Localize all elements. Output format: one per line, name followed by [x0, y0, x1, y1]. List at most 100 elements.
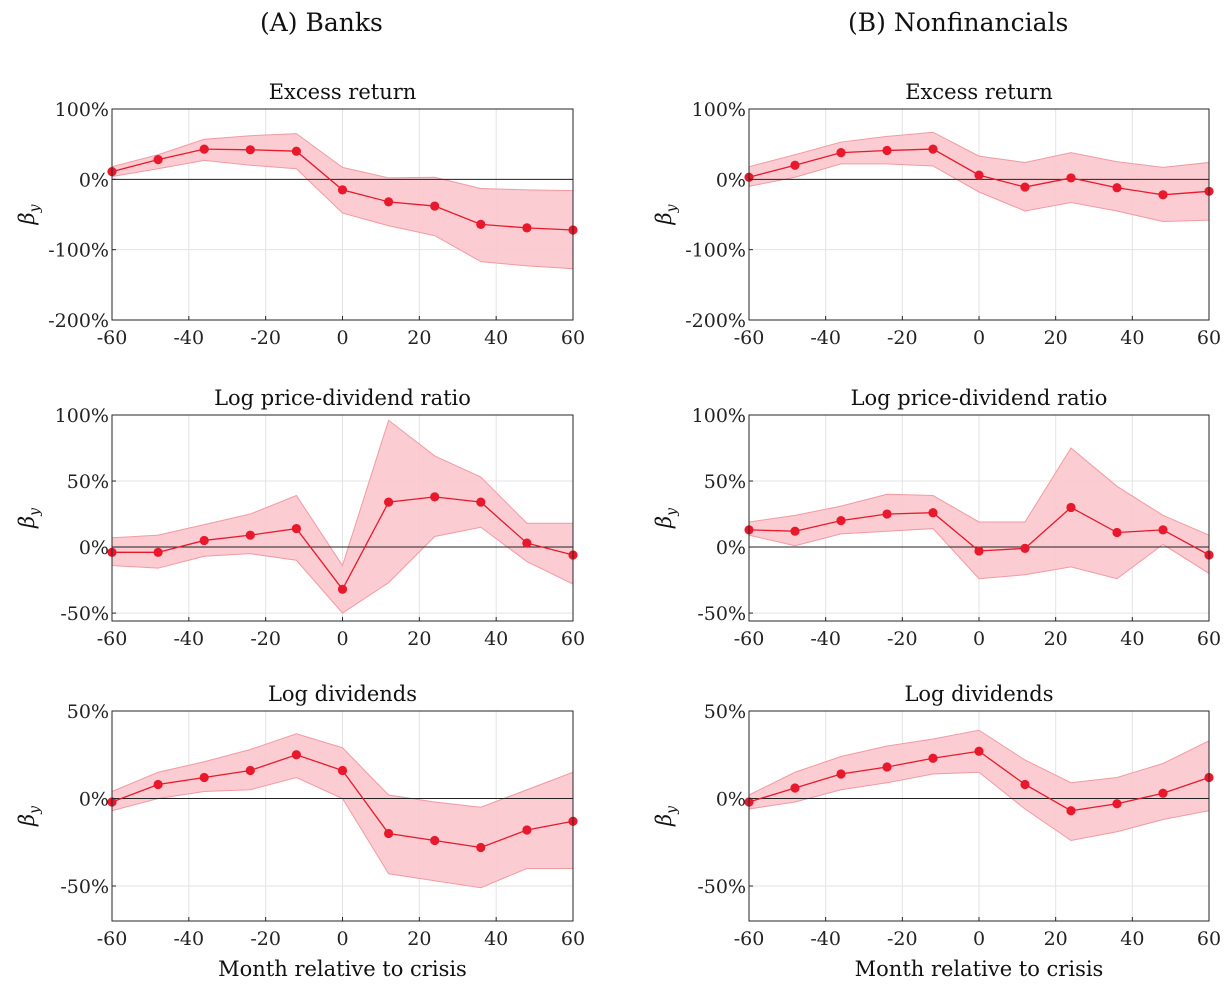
panel-b-3-x-tick-label-0: -60 [734, 928, 765, 950]
panel-b-3-data-point-9 [1158, 788, 1168, 798]
panel-b-2-title: Log price-dividend ratio [851, 386, 1108, 410]
panel-a-2-data-point-4 [291, 523, 301, 534]
panel-a-2-y-tick-label-1: 50% [67, 471, 109, 493]
panel-a-2-data-point-1 [153, 547, 163, 557]
panel-b-3-data-point-6 [1020, 779, 1030, 790]
panel-b-2-x-tick-label-3: 0 [973, 628, 985, 650]
panel-a-3-data-point-8 [476, 842, 486, 853]
panel-a-3-x-tick-label-1: -40 [174, 928, 205, 950]
column-title-nonfinancials: (B) Nonfinancials [848, 8, 1069, 37]
panel-a-1-y-tick-label-1: 0% [79, 169, 109, 191]
panel-a-2-y-tick-label-2: 0% [79, 537, 109, 559]
panel-b-1-data-point-6 [1020, 182, 1030, 192]
panel-b-2-data-point-7 [1066, 502, 1076, 513]
panel-b-1-x-tick-label-5: 40 [1120, 327, 1144, 349]
panel-b-2-data-point-9 [1158, 525, 1168, 535]
panel-a-1-title: Excess return [269, 80, 417, 104]
panel-b-1-x-tick-label-6: 60 [1197, 327, 1221, 349]
panel-b-3-title: Log dividends [904, 682, 1053, 706]
panel-b-2-x-tick-label-6: 60 [1197, 628, 1221, 650]
panel-a-3-x-axis-label: Month relative to crisis [218, 957, 467, 981]
panel-b-3-data-point-3 [882, 762, 892, 772]
panel-a-1-data-point-3 [245, 145, 255, 155]
panel-b-3-data-point-7 [1066, 806, 1076, 816]
panel-b-1-data-point-3 [882, 145, 892, 156]
panel-b-1-data-point-1 [790, 160, 800, 170]
panel-a-2-x-tick-label-6: 60 [561, 628, 585, 650]
panel-b-1-data-point-5 [974, 170, 984, 180]
panel-b-2-y-axis-label: βy [652, 507, 680, 529]
panel-a-2-x-tick-label-2: -20 [250, 628, 281, 650]
panel-b-3-x-tick-label-3: 0 [973, 928, 985, 950]
panel-b-1-x-tick-label-4: 20 [1044, 327, 1068, 349]
panel-a-1-data-point-1 [153, 155, 163, 165]
panel-b-1-data-point-8 [1112, 183, 1122, 193]
panel-b-1-x-tick-label-0: -60 [734, 327, 765, 349]
panel-a-3-x-tick-label-0: -60 [97, 928, 128, 950]
panel-b-3-data-point-2 [836, 769, 846, 779]
panel-b-1-y-tick-label-1: 0% [716, 169, 746, 191]
panel-a-3-x-tick-label-4: 20 [407, 928, 431, 950]
panel-a-2-data-point-8 [476, 497, 486, 507]
panel-b-3-x-tick-label-2: -20 [887, 928, 918, 950]
panel-a-3-y-tick-label-1: 0% [79, 789, 109, 811]
panel-a-1-data-point-6 [384, 197, 394, 207]
panel-b-1-title: Excess return [905, 80, 1053, 104]
panel-b-2-data-point-5 [974, 546, 984, 556]
column-title-banks: (A) Banks [260, 8, 383, 37]
panel-a-1-x-tick-label-2: -20 [250, 327, 281, 349]
panel-b-1-y-tick-label-3: -200% [685, 310, 746, 332]
panel-a-3-data-point-6 [384, 828, 394, 839]
panel-b-2-data-point-6 [1020, 543, 1030, 553]
panel-b-3-x-axis-label: Month relative to crisis [855, 957, 1104, 981]
panel-b-2-x-tick-label-2: -20 [887, 628, 918, 650]
panel-b-2-data-point-3 [882, 509, 892, 519]
panel-a-1-data-point-5 [337, 185, 348, 195]
panel-b-2-x-tick-label-4: 20 [1044, 628, 1068, 650]
panel-b-1-x-tick-label-3: 0 [973, 327, 985, 349]
panel-a-3-title: Log dividends [268, 682, 417, 706]
panel-b-1-data-point-9 [1158, 190, 1168, 200]
panel-a-3-data-point-1 [153, 779, 163, 790]
panel-a-1-data-point-9 [522, 223, 532, 233]
panel-b-2-x-tick-label-0: -60 [734, 628, 765, 650]
panel-a-3-data-point-5 [337, 765, 348, 776]
panel-b-3-data-point-1 [790, 783, 800, 793]
panel-a-2: -60 -40 -20 0 20 40 60 100% 50% 0% -50% Log price-d… [15, 386, 585, 650]
panel-a-3-data-point-4 [291, 750, 301, 760]
panel-b-3-data-point-4 [928, 753, 938, 763]
panel-a-2-data-point-2 [199, 535, 209, 546]
panel-b-2-data-point-8 [1112, 527, 1122, 538]
panel-b-2-x-tick-label-5: 40 [1120, 628, 1144, 650]
panel-a-3-y-tick-label-2: -50% [60, 876, 109, 898]
panel-a-2-x-tick-label-1: -40 [174, 628, 205, 650]
panel-a-1-y-tick-label-2: -100% [48, 240, 109, 262]
panel-a-1-data-point-8 [476, 219, 486, 229]
panel-a-1-x-tick-label-0: -60 [97, 327, 128, 349]
panel-a-2-data-point-9 [522, 538, 532, 548]
panel-a-1-data-point-7 [430, 201, 440, 211]
panel-b-2-y-tick-label-0: 100% [692, 405, 746, 427]
panel-a-3-x-tick-label-3: 0 [336, 928, 348, 950]
panel-a-1-data-point-2 [199, 144, 209, 154]
panel-b-3-y-tick-label-2: -50% [697, 876, 746, 898]
panel-a-1-data-point-4 [291, 146, 301, 156]
panel-a-3-x-tick-label-6: 60 [561, 928, 585, 950]
panel-a-2-x-tick-label-5: 40 [484, 628, 508, 650]
panel-a-1-x-tick-label-1: -40 [174, 327, 205, 349]
panel-a-2-title: Log price-dividend ratio [214, 386, 471, 410]
panel-b-2-y-tick-label-1: 50% [704, 471, 746, 493]
panel-b-1-y-axis-label: βy [652, 203, 680, 225]
panel-b-3-y-tick-label-1: 0% [716, 789, 746, 811]
panel-a-3-x-tick-label-5: 40 [484, 928, 508, 950]
panel-a-1-x-tick-label-6: 60 [561, 327, 585, 349]
panel-a-3-y-axis-label: βy [15, 805, 43, 827]
panel-b-2-x-tick-label-1: -40 [810, 628, 841, 650]
panel-b-1-x-tick-label-2: -20 [887, 327, 918, 349]
panel-a-3-y-tick-label-0: 50% [67, 701, 109, 723]
panel-b-3-x-tick-label-6: 60 [1197, 928, 1221, 950]
panel-b-1-data-point-7 [1066, 173, 1076, 183]
panel-a-2-x-tick-label-4: 20 [407, 628, 431, 650]
panel-b-3-x-tick-label-5: 40 [1120, 928, 1144, 950]
